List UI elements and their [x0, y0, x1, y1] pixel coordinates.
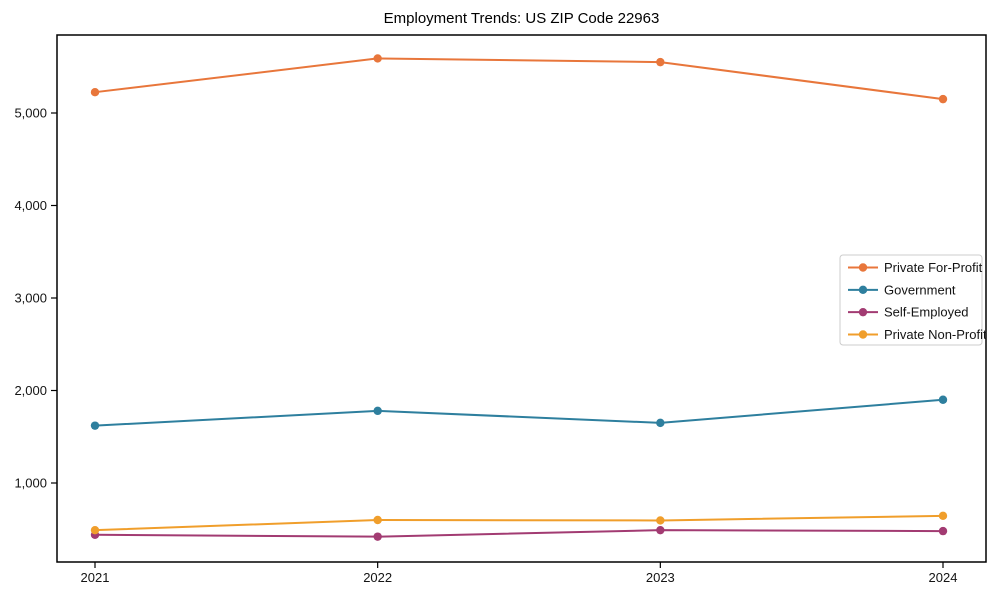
y-tick-label: 3,000 [14, 291, 47, 306]
data-point-self-employed [373, 532, 382, 541]
chart-title: Employment Trends: US ZIP Code 22963 [383, 10, 660, 27]
legend-marker-sample [858, 285, 868, 295]
y-tick-label: 4,000 [14, 198, 47, 213]
x-tick-label: 2023 [646, 570, 675, 585]
series-line-private-for-profit [94, 57, 944, 101]
legend-label: Private For-Profit [884, 260, 983, 275]
data-point-self-employed [938, 526, 948, 536]
data-point-private-for-profit [938, 94, 948, 104]
series-line-government [94, 398, 944, 427]
data-point-private-non-profit [938, 511, 948, 521]
data-point-private-non-profit [656, 516, 665, 525]
x-tick-label: 2021 [81, 570, 110, 585]
data-point-government [938, 395, 948, 404]
data-point-self-employed [656, 525, 665, 535]
series-line-private-non-profit [94, 514, 944, 532]
series-line-self-employed [94, 529, 944, 538]
legend-marker-sample [858, 263, 868, 272]
data-point-government [90, 421, 100, 430]
y-tick-label: 1,000 [14, 476, 47, 491]
legend-label: Self-Employed [884, 305, 969, 320]
legend-box [839, 254, 983, 346]
legend-marker-sample [858, 330, 868, 339]
x-tick-label: 2024 [929, 570, 958, 585]
legend-marker-sample [858, 307, 868, 317]
data-point-government [656, 418, 665, 428]
data-point-private-non-profit [90, 525, 100, 535]
legend-label: Government [884, 282, 956, 297]
data-point-government [373, 406, 382, 416]
data-point-private-for-profit [373, 54, 382, 63]
x-tick-label: 2022 [363, 570, 392, 585]
data-point-private-for-profit [90, 87, 100, 97]
y-tick-label: 5,000 [14, 106, 47, 121]
y-tick-label: 2,000 [14, 383, 47, 398]
data-point-private-for-profit [656, 57, 665, 67]
legend-label: Private Non-Profit [884, 327, 987, 342]
data-point-private-non-profit [373, 515, 382, 525]
